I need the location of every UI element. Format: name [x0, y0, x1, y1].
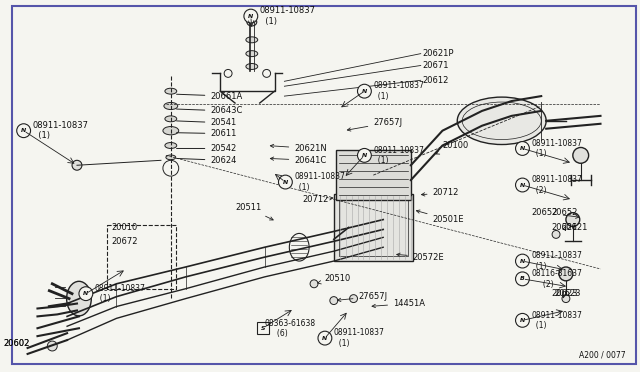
- Text: 20623: 20623: [551, 289, 578, 298]
- Circle shape: [17, 124, 31, 138]
- Ellipse shape: [457, 97, 546, 144]
- Ellipse shape: [165, 116, 177, 122]
- Text: 14451A: 14451A: [372, 299, 425, 308]
- Circle shape: [224, 70, 232, 77]
- Text: A200 / 0077: A200 / 0077: [579, 351, 625, 360]
- Text: 20712: 20712: [422, 188, 459, 198]
- Text: 27657J: 27657J: [348, 118, 403, 131]
- Text: 08911-10837
  (1): 08911-10837 (1): [334, 328, 385, 348]
- Text: 20010: 20010: [111, 223, 138, 232]
- Text: 08911-10837
  (1): 08911-10837 (1): [33, 121, 88, 140]
- Circle shape: [516, 314, 529, 327]
- Ellipse shape: [246, 51, 258, 57]
- Text: 08911-10837
  (2): 08911-10837 (2): [531, 175, 582, 195]
- Circle shape: [573, 147, 589, 163]
- Text: 20652: 20652: [531, 208, 579, 218]
- Text: 08911-10837
  (1): 08911-10837 (1): [294, 172, 345, 192]
- Ellipse shape: [246, 37, 258, 43]
- Bar: [334, 194, 413, 261]
- Text: 27657J: 27657J: [337, 292, 388, 302]
- Text: N: N: [520, 318, 525, 323]
- Text: 20541: 20541: [177, 118, 237, 127]
- Bar: [336, 150, 411, 200]
- Text: N: N: [21, 128, 26, 133]
- Text: 20641C: 20641C: [270, 156, 326, 165]
- Ellipse shape: [67, 281, 92, 316]
- Circle shape: [562, 295, 570, 302]
- Text: 20510: 20510: [317, 274, 350, 284]
- Ellipse shape: [165, 88, 177, 94]
- Text: 20611: 20611: [177, 129, 237, 138]
- Bar: [339, 199, 408, 256]
- Ellipse shape: [164, 102, 178, 109]
- Text: 20621: 20621: [551, 223, 577, 232]
- Text: 20623: 20623: [554, 289, 580, 298]
- Text: 20612: 20612: [422, 76, 449, 85]
- Circle shape: [244, 9, 258, 23]
- Ellipse shape: [165, 142, 177, 148]
- Text: 20602: 20602: [3, 339, 29, 347]
- Text: N: N: [283, 180, 288, 185]
- Text: 20672: 20672: [111, 237, 138, 246]
- Circle shape: [559, 267, 573, 281]
- Ellipse shape: [163, 126, 179, 135]
- Text: 20621N: 20621N: [270, 144, 327, 153]
- Text: 20643C: 20643C: [177, 106, 243, 115]
- Circle shape: [516, 178, 529, 192]
- Text: 20624: 20624: [177, 156, 237, 165]
- Text: N: N: [520, 146, 525, 151]
- Text: N: N: [362, 153, 367, 158]
- Circle shape: [278, 175, 292, 189]
- Ellipse shape: [166, 155, 176, 160]
- Text: 20501E: 20501E: [417, 210, 464, 224]
- Text: 08911-10837
  (1): 08911-10837 (1): [531, 251, 582, 271]
- Text: 08116-81637
     (2): 08116-81637 (2): [531, 269, 582, 289]
- Text: 20712: 20712: [302, 195, 333, 204]
- Text: 20602: 20602: [3, 339, 29, 347]
- Text: 20621P: 20621P: [422, 49, 454, 58]
- Circle shape: [358, 148, 371, 162]
- Circle shape: [516, 254, 529, 268]
- Text: 20100: 20100: [436, 141, 468, 154]
- Circle shape: [349, 295, 358, 302]
- Text: 20511: 20511: [235, 203, 273, 220]
- Circle shape: [358, 84, 371, 98]
- Text: 08911-10837
  (1): 08911-10837 (1): [373, 81, 424, 101]
- Text: 08911-10837
  (1): 08911-10837 (1): [531, 311, 582, 330]
- Circle shape: [516, 272, 529, 286]
- Ellipse shape: [246, 64, 258, 70]
- Text: 20572E: 20572E: [397, 253, 444, 262]
- Text: 20621: 20621: [561, 223, 588, 232]
- Circle shape: [79, 287, 93, 301]
- Text: 20542: 20542: [177, 144, 237, 153]
- Text: 08363-61638
     (6): 08363-61638 (6): [265, 318, 316, 338]
- Text: N: N: [248, 14, 253, 19]
- Circle shape: [72, 160, 82, 170]
- Text: 20652: 20652: [551, 208, 577, 217]
- Circle shape: [262, 70, 271, 77]
- Bar: [107, 225, 176, 289]
- Text: 08911-10837
  (1): 08911-10837 (1): [531, 139, 582, 158]
- Text: B: B: [520, 276, 525, 281]
- Text: N: N: [83, 291, 88, 296]
- Circle shape: [552, 230, 560, 238]
- Circle shape: [330, 296, 338, 305]
- Text: S: S: [260, 326, 265, 331]
- Text: N: N: [520, 259, 525, 264]
- Text: 20661A: 20661A: [177, 92, 243, 100]
- Text: 08911-10837
  (1): 08911-10837 (1): [260, 6, 316, 26]
- Bar: [257, 322, 269, 334]
- Ellipse shape: [247, 18, 257, 26]
- Text: N: N: [520, 183, 525, 187]
- Circle shape: [566, 213, 580, 227]
- Circle shape: [516, 142, 529, 155]
- Text: N: N: [362, 89, 367, 94]
- Text: 20671: 20671: [422, 61, 449, 70]
- Text: N: N: [323, 336, 328, 341]
- Text: 08911-10837
  (1): 08911-10837 (1): [373, 146, 424, 165]
- Circle shape: [310, 280, 318, 288]
- Circle shape: [47, 341, 57, 351]
- Text: 08911-10837
  (1): 08911-10837 (1): [95, 284, 146, 303]
- Circle shape: [318, 331, 332, 345]
